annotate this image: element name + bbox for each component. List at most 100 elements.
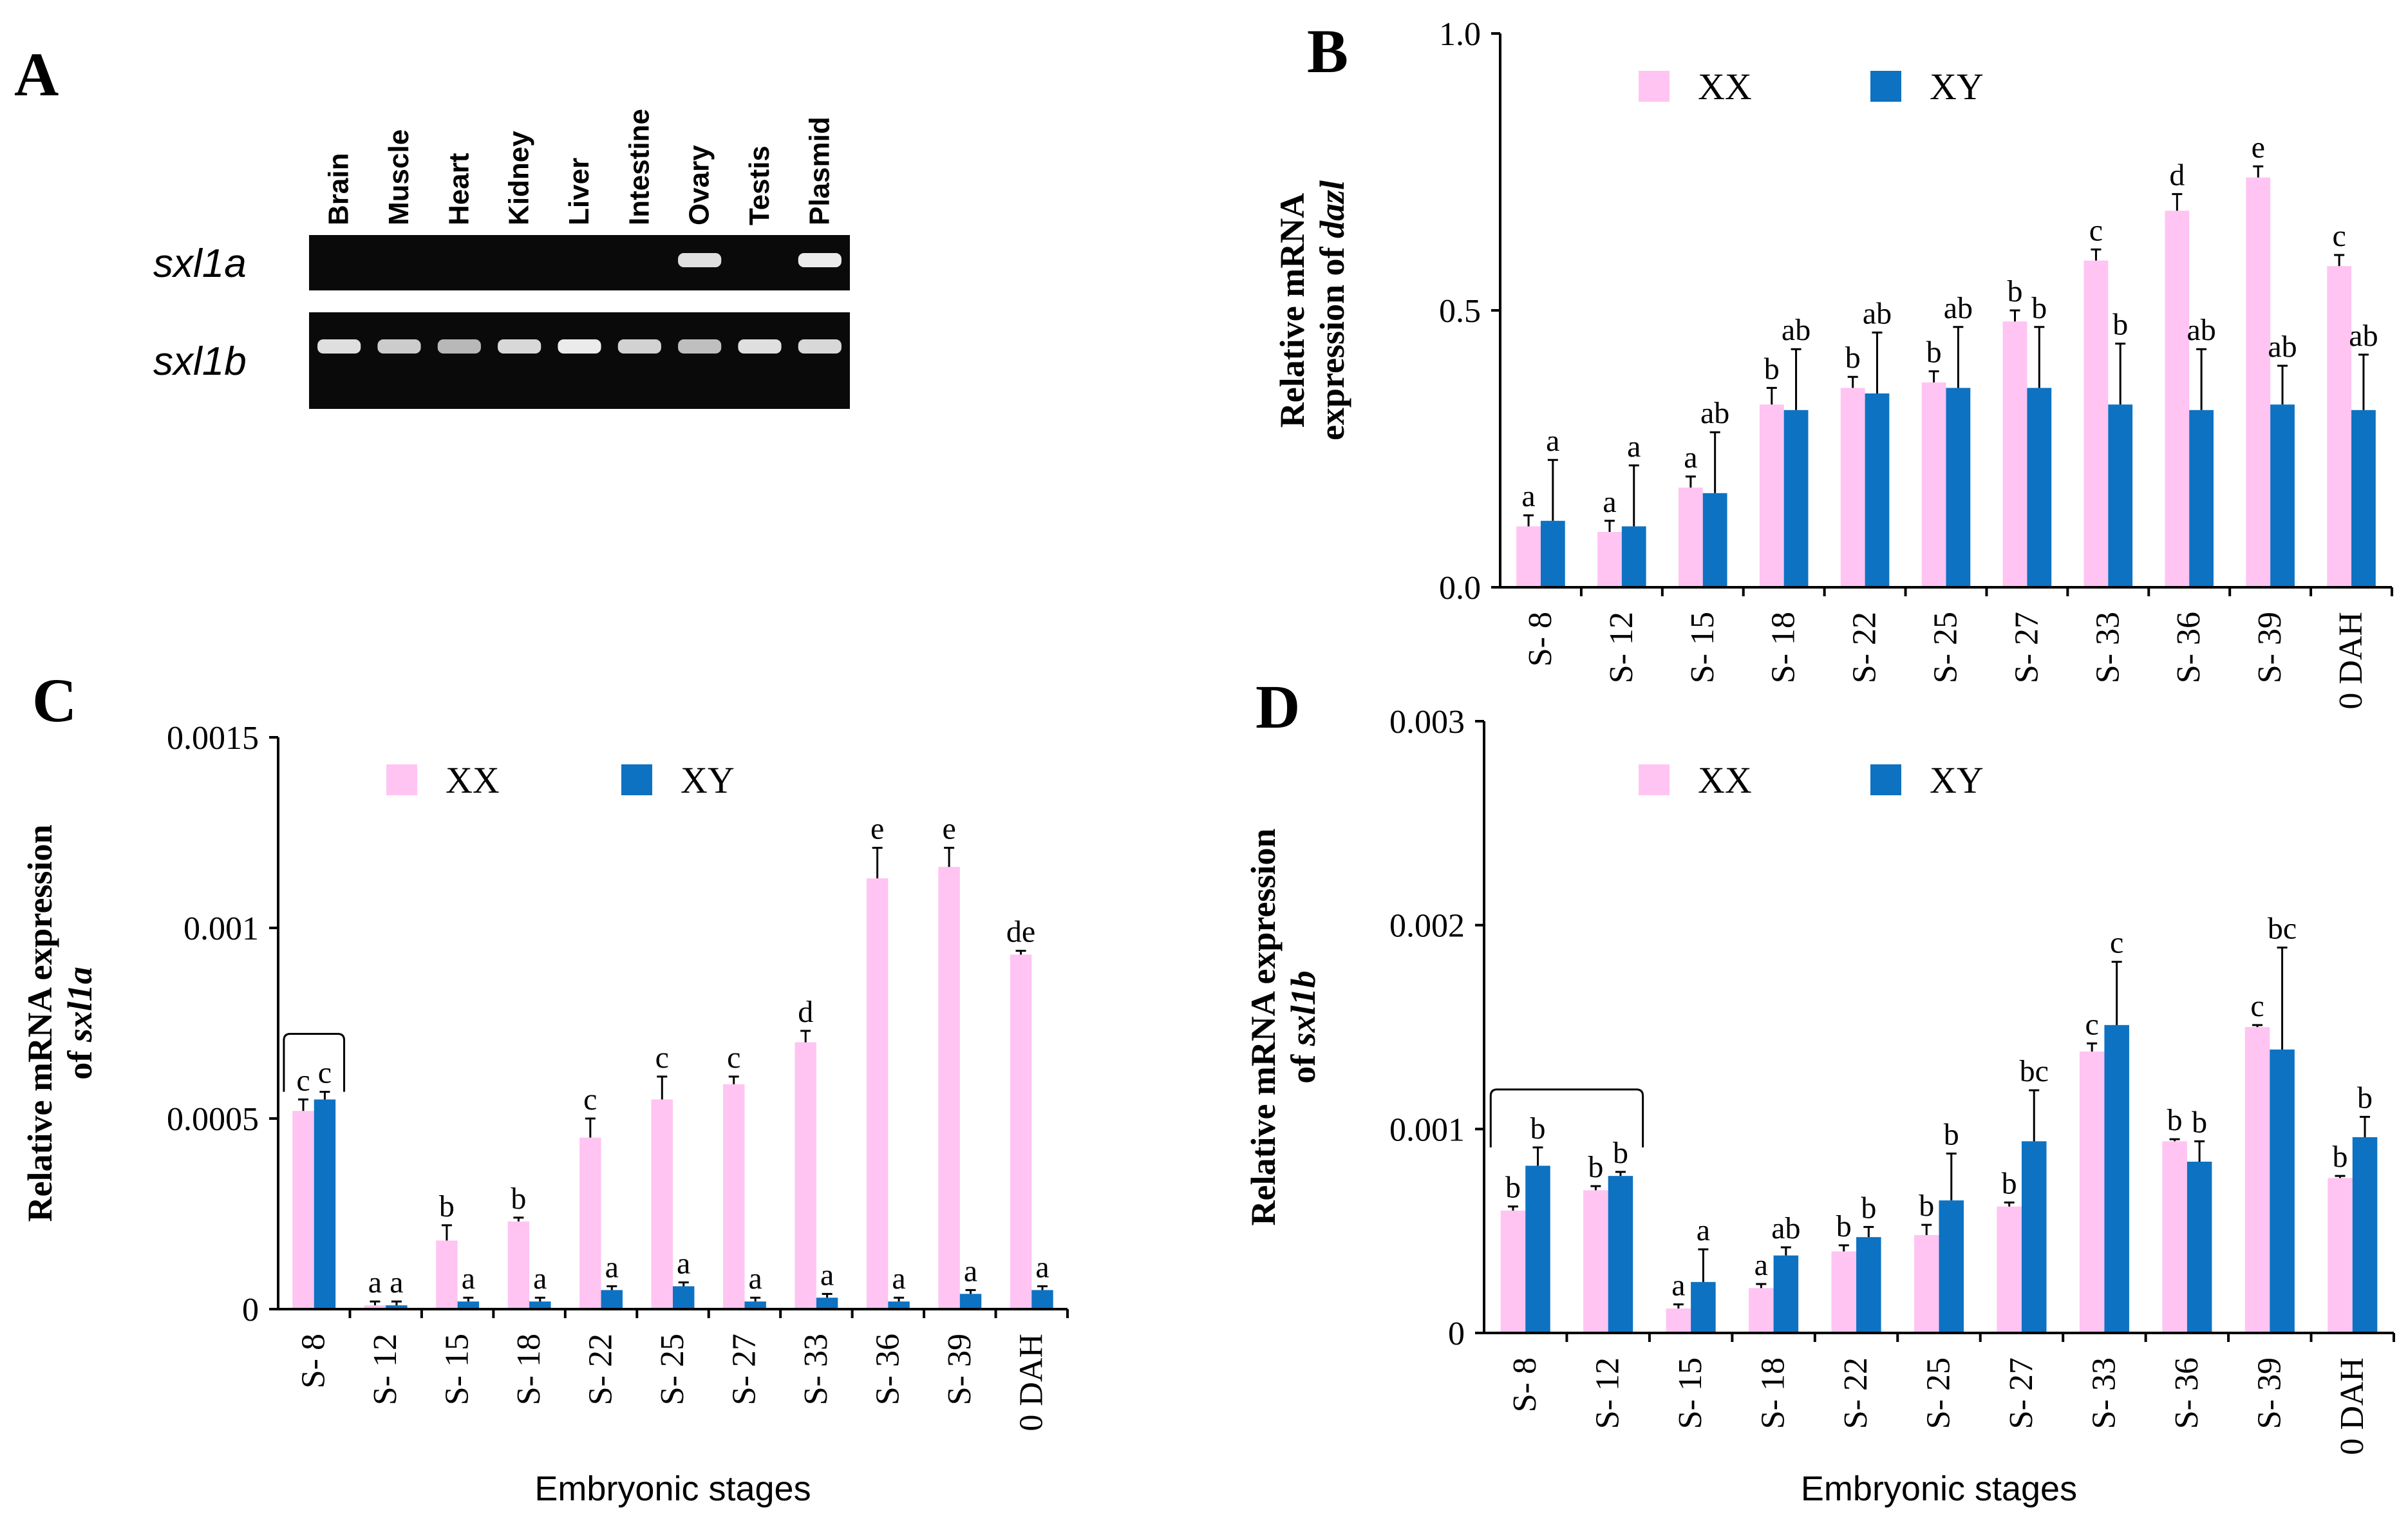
significance-letter: d (2169, 158, 2185, 192)
y-tick-label: 0.002 (1389, 908, 1465, 945)
gel-lane-label: Brain (323, 153, 355, 225)
significance-letter: ab (2187, 313, 2215, 347)
bar-xx (1749, 1288, 1774, 1333)
bar-xx (1010, 954, 1032, 1309)
significance-letter: de (1006, 915, 1035, 949)
significance-letter: b (439, 1189, 455, 1223)
bar-xy (2021, 1141, 2047, 1333)
significance-letter: c (2085, 1007, 2098, 1041)
bar-xx (938, 867, 960, 1309)
significance-letter: b (2192, 1105, 2207, 1139)
bar-xy (457, 1301, 480, 1309)
x-category-label: S- 18 (1765, 612, 1802, 683)
y-axis-label-prefix: expression of (1313, 238, 1351, 440)
significance-letter: b (1505, 1171, 1521, 1205)
significance-letter: b (1764, 352, 1780, 386)
x-category-label: S- 22 (1847, 612, 1883, 683)
significance-letter: b (1944, 1117, 1959, 1151)
bar-xx (436, 1240, 458, 1309)
x-category-label: S- 33 (2085, 1357, 2122, 1429)
significance-letter: bc (2020, 1054, 2049, 1088)
bar-xy (2270, 404, 2295, 587)
bar-xx (2328, 1178, 2353, 1333)
significance-letter: a (1603, 485, 1616, 519)
significance-letter: b (1861, 1191, 1876, 1225)
significance-letter: a (1035, 1250, 1049, 1284)
gel-lane-label: Heart (443, 153, 475, 225)
bar-xy (601, 1290, 623, 1309)
bar-xy (386, 1305, 408, 1309)
significance-letter: c (318, 1056, 332, 1090)
significance-letter: b (2112, 308, 2128, 342)
x-category-label: S- 12 (1590, 1357, 1626, 1429)
bar-xy (1783, 410, 1809, 587)
gel-panel-a: Brain Muscle Heart Kidney Liver Intestine Ovar… (153, 109, 850, 409)
x-category-label: S- 22 (583, 1334, 619, 1405)
y-axis-label-line2: expression of dazl (1313, 180, 1351, 440)
significance-letter: a (1671, 1269, 1685, 1303)
bar-xy (816, 1298, 838, 1309)
x-category-label: S- 22 (1838, 1357, 1874, 1429)
y-axis-label-gene: sxl1b (1284, 970, 1322, 1046)
significance-letter: b (2167, 1103, 2183, 1137)
bar-xy (744, 1301, 766, 1309)
bar-xx (2327, 266, 2352, 587)
significance-letter: b (1926, 335, 1942, 370)
significance-letter: c (2089, 213, 2103, 247)
gel-gene-label: sxl1b (153, 339, 247, 384)
panel-d-letter: D (1256, 672, 1300, 741)
bar-xx (507, 1221, 530, 1309)
x-category-label: S- 27 (2008, 612, 2045, 683)
bar-xx (1831, 1251, 1857, 1333)
legend-swatch-xy (1870, 71, 1901, 102)
significance-letter: b (2357, 1081, 2373, 1115)
bar-xy (1702, 493, 1727, 587)
significance-letter: b (1530, 1111, 1545, 1146)
significance-letter: c (2110, 926, 2123, 960)
bar-xx (1840, 388, 1865, 587)
significance-letter: b (2002, 1166, 2017, 1200)
x-category-label: S- 8 (296, 1334, 332, 1388)
bar-xx (1597, 532, 1622, 587)
x-category-label: S- 18 (1755, 1357, 1792, 1429)
x-category-label: S- 25 (654, 1334, 691, 1405)
legend-swatch-xx (1639, 764, 1670, 795)
x-category-label: S- 8 (1507, 1357, 1543, 1412)
gel-lane-label: Kidney (503, 131, 535, 225)
significance-letter: b (2031, 291, 2047, 325)
bar-xx (1759, 404, 1784, 587)
bar-xx (1679, 487, 1703, 587)
bar-xx (2244, 1027, 2270, 1333)
x-category-label: S- 36 (2168, 1357, 2205, 1429)
significance-letter: c (727, 1041, 740, 1075)
y-tick-label: 0 (1448, 1316, 1465, 1352)
bar-xy (2189, 410, 2214, 587)
significance-letter: a (749, 1261, 762, 1296)
legend-label: XY (681, 759, 735, 801)
significance-letter: a (1521, 479, 1535, 513)
gel-band (377, 339, 421, 354)
y-tick-label: 1.0 (1439, 16, 1481, 53)
significance-letter: a (605, 1250, 619, 1284)
bar-xx (2079, 1052, 2105, 1333)
x-category-label: S- 39 (2251, 1357, 2288, 1429)
gel-lane-label: Plasmid (804, 117, 835, 225)
x-category-label: S- 39 (941, 1334, 978, 1405)
significance-letter: d (798, 995, 813, 1029)
gel-band (798, 253, 842, 267)
x-category-label: S- 39 (2252, 612, 2288, 683)
bar-xx (1914, 1235, 1939, 1333)
x-category-label: S- 33 (798, 1334, 834, 1405)
bar-xy (1540, 520, 1565, 587)
bar-xx (651, 1099, 673, 1309)
x-category-label: S- 15 (1672, 1357, 1709, 1429)
significance-letter: ab (1771, 1211, 1800, 1245)
bar-xx (795, 1042, 816, 1309)
bar-xy (2108, 404, 2133, 587)
gel-band (617, 339, 661, 354)
legend-swatch-xx (1639, 71, 1670, 102)
bar-xy (2104, 1025, 2129, 1333)
bar-xy (959, 1294, 982, 1309)
